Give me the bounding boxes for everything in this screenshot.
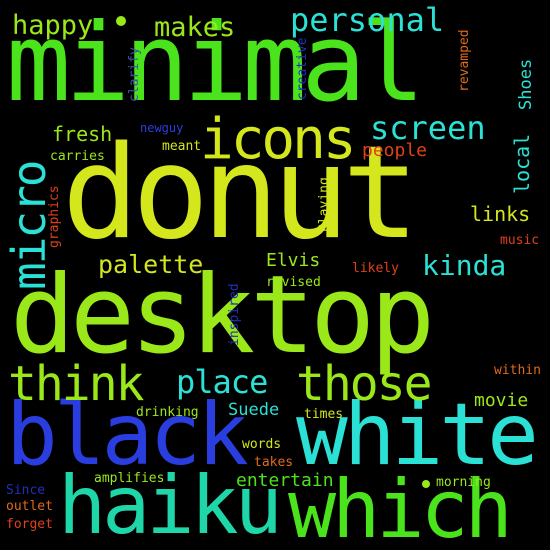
word-words: words bbox=[242, 437, 282, 452]
word-takes: takes bbox=[254, 455, 294, 470]
word-meant: meant bbox=[162, 139, 202, 154]
word-happy: happy bbox=[12, 10, 94, 41]
word-those: those bbox=[296, 356, 432, 412]
word-palette: palette bbox=[98, 250, 204, 279]
word-links: links bbox=[470, 202, 531, 226]
word-fresh: fresh bbox=[52, 122, 113, 146]
word-which: which bbox=[288, 463, 513, 550]
word-likely: likely bbox=[352, 261, 399, 276]
word-music: music bbox=[500, 233, 540, 248]
word-inspired: inspired bbox=[227, 283, 242, 346]
word-local: local bbox=[510, 133, 534, 194]
word-within: within bbox=[494, 363, 541, 378]
word-people: people bbox=[362, 140, 428, 161]
word-white: white bbox=[296, 385, 539, 485]
word-Shoes: Shoes bbox=[516, 58, 536, 110]
word-Playing: Playing bbox=[317, 177, 332, 232]
dot-mark bbox=[116, 16, 126, 26]
word-makes: makes bbox=[154, 12, 236, 43]
word-haiku: haiku bbox=[58, 459, 283, 550]
word-clarify: clarify bbox=[127, 47, 142, 102]
word-screen: screen bbox=[370, 109, 486, 147]
word-newguy: newguy bbox=[140, 121, 184, 135]
dot-mark bbox=[422, 480, 430, 488]
word-carries: carries bbox=[50, 149, 105, 164]
word-minimal: minimal bbox=[6, 1, 425, 126]
word-creative: creative bbox=[295, 37, 310, 100]
word-black: black bbox=[6, 385, 249, 485]
word-amplifies: amplifies bbox=[94, 471, 165, 486]
word-movie: movie bbox=[474, 390, 529, 411]
word-Elvis: Elvis bbox=[266, 250, 321, 271]
word-times: times bbox=[304, 407, 344, 422]
word-icons: icons bbox=[200, 107, 357, 172]
word-drinking: drinking bbox=[136, 405, 199, 420]
word-Since: Since bbox=[6, 483, 46, 498]
word-personal: personal bbox=[290, 1, 445, 39]
word-Suede: Suede bbox=[228, 400, 280, 420]
word-revamped: revamped bbox=[457, 29, 472, 92]
word-donut: donut bbox=[62, 119, 419, 268]
word-think: think bbox=[8, 356, 144, 412]
word-revised: revised bbox=[266, 275, 321, 290]
word-micro: micro bbox=[2, 161, 56, 290]
word-kinda: kinda bbox=[422, 249, 507, 282]
word-morning: morning bbox=[436, 475, 491, 490]
word-desktop: desktop bbox=[10, 253, 435, 378]
word-entertain: entertain bbox=[236, 470, 334, 491]
word-graphics: graphics bbox=[47, 185, 62, 248]
word-outlet: outlet bbox=[6, 499, 53, 514]
word-forget: forget bbox=[6, 517, 53, 532]
word-place: place bbox=[176, 363, 268, 401]
